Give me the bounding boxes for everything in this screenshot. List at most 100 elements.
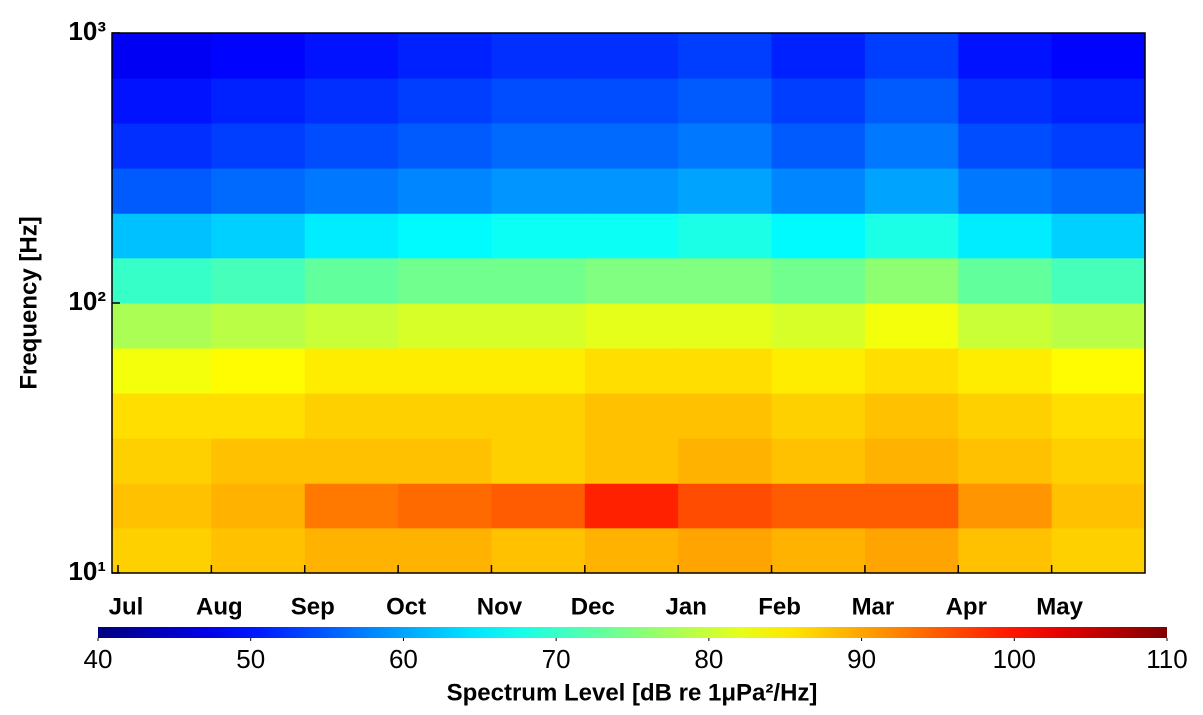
spectrogram-cell xyxy=(771,78,866,124)
spectrogram-cell xyxy=(584,393,679,439)
x-tick-label: Jul xyxy=(109,593,144,620)
spectrogram-cell xyxy=(491,123,586,169)
spectrogram-cell xyxy=(304,33,399,79)
spectrogram-cell xyxy=(584,257,679,304)
spectrogram-cell xyxy=(112,78,212,124)
spectrogram-cell xyxy=(398,527,492,574)
spectrogram-cell xyxy=(112,438,212,484)
spectrogram-cell xyxy=(584,168,679,214)
spectrogram-cell xyxy=(211,348,306,394)
spectrogram-cell xyxy=(958,78,1053,124)
spectrogram-cell xyxy=(678,483,773,529)
spectrogram-cell xyxy=(771,213,866,259)
spectrogram-cell xyxy=(584,303,679,349)
spectrogram-cell xyxy=(398,213,492,259)
spectrogram-cell xyxy=(678,527,773,574)
spectrogram-cell xyxy=(864,213,959,259)
spectrogram-cell xyxy=(211,393,306,439)
spectrogram-cell xyxy=(958,213,1053,259)
spectrogram-cell xyxy=(491,483,586,529)
x-tick-label: Dec xyxy=(571,593,615,620)
spectrogram-cell xyxy=(304,483,399,529)
spectrogram-cell xyxy=(491,527,586,574)
x-tick-label: Nov xyxy=(477,593,523,620)
spectrogram-cell xyxy=(864,168,959,214)
spectrogram-cell xyxy=(491,393,586,439)
spectrogram-cell xyxy=(112,393,212,439)
spectrogram-cell xyxy=(304,168,399,214)
spectrogram-cell xyxy=(864,33,959,79)
y-tick-label: 10² xyxy=(68,286,106,316)
spectrogram-cell xyxy=(491,348,586,394)
spectrogram-cell xyxy=(678,168,773,214)
spectrogram-cell xyxy=(584,483,679,529)
spectrogram-cell xyxy=(771,257,866,304)
spectrogram-cell xyxy=(584,123,679,169)
spectrogram-cell xyxy=(1051,438,1146,484)
spectrogram-cell xyxy=(398,393,492,439)
spectrogram-cell xyxy=(584,527,679,574)
spectrogram-cell xyxy=(1051,257,1146,304)
spectrogram-cell xyxy=(1051,78,1146,124)
spectrogram-cell xyxy=(584,213,679,259)
spectrogram-cell xyxy=(958,257,1053,304)
spectrogram-cell xyxy=(678,257,773,304)
spectrogram-cell xyxy=(771,303,866,349)
spectrogram-cell xyxy=(678,438,773,484)
spectrogram-cell xyxy=(304,393,399,439)
spectrogram-cell xyxy=(678,303,773,349)
colorbar-label: Spectrum Level [dB re 1μPa²/Hz] xyxy=(447,679,818,706)
spectrogram-cell xyxy=(112,257,212,304)
spectrogram-cell xyxy=(678,393,773,439)
spectrogram-cell xyxy=(958,123,1053,169)
spectrogram-cell xyxy=(771,123,866,169)
spectrogram-cell xyxy=(958,393,1053,439)
spectrogram-cell xyxy=(1051,393,1146,439)
spectrogram-cell xyxy=(864,257,959,304)
spectrogram-cell xyxy=(678,213,773,259)
spectrogram-cell xyxy=(211,123,306,169)
spectrogram-cell xyxy=(1051,348,1146,394)
spectrogram-cell xyxy=(398,438,492,484)
spectrogram-cell xyxy=(1051,123,1146,169)
spectrogram-cell xyxy=(678,123,773,169)
spectrogram-cell xyxy=(112,33,212,79)
x-tick-label: Oct xyxy=(386,593,426,620)
y-tick-label: 10¹ xyxy=(68,556,106,586)
spectrogram-cell xyxy=(112,483,212,529)
x-tick-label: Mar xyxy=(852,593,895,620)
spectrogram-cell xyxy=(398,33,492,79)
spectrogram-cell xyxy=(771,527,866,574)
spectrogram-cell xyxy=(864,303,959,349)
spectrogram-cell xyxy=(112,123,212,169)
spectrogram-cell xyxy=(211,438,306,484)
spectrogram-cell xyxy=(398,78,492,124)
colorbar-tick-label: 110 xyxy=(1146,644,1187,674)
spectrogram-cell xyxy=(958,483,1053,529)
colorbar xyxy=(98,627,1167,638)
x-tick-label: Aug xyxy=(196,593,243,620)
spectrogram-cell xyxy=(112,168,212,214)
spectrogram-cell xyxy=(112,348,212,394)
x-tick-label: Feb xyxy=(758,593,801,620)
spectrogram-cell xyxy=(398,168,492,214)
spectrogram-cell xyxy=(304,78,399,124)
spectrogram-cell xyxy=(771,483,866,529)
colorbar-tick-label: 60 xyxy=(389,644,418,674)
spectrogram-cell xyxy=(304,527,399,574)
y-tick-label: 10³ xyxy=(68,16,106,46)
spectrogram-cell xyxy=(304,348,399,394)
colorbar-tick-label: 80 xyxy=(694,644,723,674)
spectrogram-cell xyxy=(1051,168,1146,214)
colorbar-tick-label: 100 xyxy=(993,644,1036,674)
spectrogram-cell xyxy=(864,348,959,394)
spectrogram-cell xyxy=(958,33,1053,79)
spectrogram-cell xyxy=(398,257,492,304)
spectrogram-cell xyxy=(211,213,306,259)
spectrogram-cell xyxy=(864,527,959,574)
spectrogram-cell xyxy=(112,213,212,259)
spectrogram-cell xyxy=(864,393,959,439)
spectrogram-cell xyxy=(398,483,492,529)
spectrogram-cell xyxy=(304,303,399,349)
